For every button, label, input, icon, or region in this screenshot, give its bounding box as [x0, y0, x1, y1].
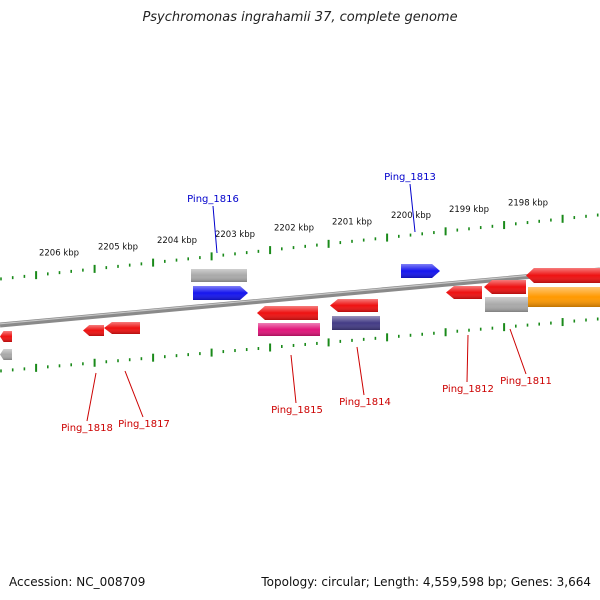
gene-ping-1814-shading	[330, 299, 378, 312]
leader-ping-1815	[290, 354, 297, 404]
gene-ping-1814	[330, 299, 378, 312]
gene-orange-15	[528, 287, 600, 307]
scale-label: 2202 kbp	[274, 224, 314, 234]
gene-ping-1813	[401, 264, 440, 278]
gene-magenta-7	[258, 323, 320, 336]
label-ping-1818[interactable]: Ping_1818	[61, 423, 113, 434]
leader-ping-1813	[409, 183, 416, 233]
label-ping-1815[interactable]: Ping_1815	[271, 405, 323, 416]
gene-layer	[0, 264, 600, 360]
leader-ping-1814	[356, 346, 365, 396]
gene-ping-1811-shading	[484, 280, 526, 294]
gene-ping-1811	[484, 280, 526, 294]
gene-ping-1812-shading	[446, 286, 482, 299]
gene-ping-1813-shading	[401, 264, 440, 278]
genome-backbone	[0, 267, 600, 328]
scale-label: 2198 kbp	[508, 199, 548, 209]
label-ping-1817[interactable]: Ping_1817	[118, 419, 170, 430]
gene-red-0	[0, 331, 12, 342]
scale-label: 2200 kbp	[391, 211, 431, 221]
accession-text: Accession: NC_008709	[9, 575, 146, 589]
scale-label: 2199 kbp	[449, 205, 489, 215]
gene-red-14	[526, 268, 600, 283]
gene-gray-13-shading	[485, 297, 528, 312]
scale-label: 2206 kbp	[39, 249, 79, 259]
label-ping-1812[interactable]: Ping_1812	[442, 384, 494, 395]
leader-ping-1811	[509, 328, 527, 375]
gene-ping-1817	[104, 322, 140, 334]
leader-ping-1817	[124, 370, 144, 418]
label-ping-1816[interactable]: Ping_1816	[187, 194, 239, 205]
gene-navy-9-shading	[332, 316, 380, 330]
leader-ping-1816	[212, 205, 218, 254]
leader-ping-1812	[466, 334, 469, 383]
gene-navy-9	[332, 316, 380, 330]
gene-gray-1-shading	[0, 349, 12, 360]
genome-summary-text: Topology: circular; Length: 4,559,598 bp…	[261, 575, 591, 589]
gene-gray-5-shading	[191, 269, 247, 282]
label-layer: 2206 kbp 2205 kbp 2204 kbp 2203 kbp 2202 kbp…	[39, 172, 552, 434]
gene-magenta-7-shading	[258, 323, 320, 336]
gene-ping-1812	[446, 286, 482, 299]
scale-label: 2201 kbp	[332, 217, 372, 227]
gene-red-14-shading	[526, 268, 600, 283]
gene-ping-1816-shading	[193, 286, 248, 300]
gene-gray-13	[485, 297, 528, 312]
genome-backbone-highlight	[0, 268, 600, 325]
gene-ping-1817-shading	[104, 322, 140, 334]
scale-label: 2204 kbp	[157, 236, 197, 246]
gene-red-0-shading	[0, 331, 12, 342]
gene-orange-15-shading	[528, 287, 600, 307]
gene-ping-1818	[83, 325, 104, 336]
leader-ping-1818	[86, 372, 97, 422]
map-title: Psychromonas ingrahamii 37, complete gen…	[142, 10, 458, 25]
gene-ping-1818-shading	[83, 325, 104, 336]
scale-label: 2203 kbp	[215, 230, 255, 240]
gene-ping-1816	[193, 286, 248, 300]
backbone-layer	[0, 267, 600, 328]
label-ping-1811[interactable]: Ping_1811	[500, 376, 552, 387]
gene-ping-1815-shading	[257, 306, 318, 320]
label-ping-1814[interactable]: Ping_1814	[339, 397, 391, 408]
label-ping-1813[interactable]: Ping_1813	[384, 172, 436, 183]
scale-label: 2205 kbp	[98, 242, 138, 252]
tick-layer	[0, 213, 599, 373]
gene-gray-5	[191, 269, 247, 282]
gene-gray-1	[0, 349, 12, 360]
gene-ping-1815	[257, 306, 318, 320]
